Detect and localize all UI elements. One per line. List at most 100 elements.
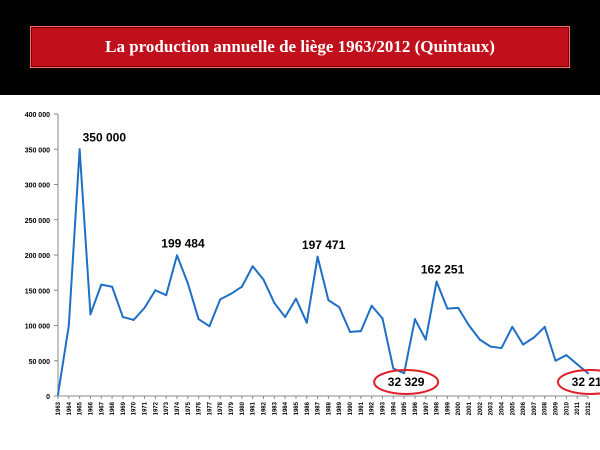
data-point: [165, 294, 168, 297]
chart-area: 0 50 000 100 000 150 000 200 000 250 000 300 0…: [0, 100, 600, 450]
data-label: 162 251: [421, 263, 465, 277]
x-tick-label: 1991: [359, 401, 365, 415]
x-tick-label: 1971: [143, 401, 149, 415]
x-tick-label: 1995: [402, 401, 408, 415]
x-tick-label: 1999: [445, 401, 451, 415]
x-tick-label: 1973: [164, 401, 170, 415]
highlight-circle: [373, 369, 440, 395]
data-point: [121, 316, 124, 319]
x-tick-label: 2004: [499, 401, 505, 415]
data-point: [543, 325, 546, 328]
data-point: [587, 372, 589, 375]
data-point: [284, 316, 287, 319]
x-tick-label: 2001: [467, 401, 473, 415]
data-point: [565, 354, 568, 357]
x-tick-label: 1967: [99, 401, 105, 415]
x-tick-label: 1985: [294, 401, 300, 415]
y-tick-label: 50 000: [29, 359, 51, 366]
data-point: [511, 325, 514, 328]
data-point: [468, 324, 471, 327]
slide-title: La production annuelle de liège 1963/201…: [105, 37, 495, 56]
data-point: [446, 307, 449, 310]
data-label: 197 471: [302, 238, 346, 252]
data-point: [143, 306, 146, 309]
x-tick-label: 2002: [478, 401, 484, 415]
header-band: La production annuelle de liège 1963/201…: [0, 0, 600, 95]
axes: [57, 114, 588, 397]
x-tick-label: 1976: [197, 401, 203, 415]
data-point: [57, 393, 59, 396]
y-axis-ticks: 0 50 000 100 000 150 000 200 000 250 000 300 0…: [25, 112, 58, 401]
data-point: [154, 289, 157, 292]
x-tick-label: 1998: [435, 401, 441, 415]
y-tick-label: 350 000: [25, 147, 50, 154]
annotations: 350 000 199 484 197 471 162 251 32 329 32 213: [83, 130, 600, 395]
data-point: [240, 285, 243, 288]
data-point: [89, 313, 92, 316]
data-point: [230, 292, 233, 295]
data-point: [132, 318, 135, 321]
data-point: [338, 306, 341, 309]
data-point: [327, 299, 330, 302]
x-tick-label: 2000: [456, 401, 462, 415]
data-point: [392, 367, 395, 370]
data-point: [78, 148, 81, 151]
x-tick-label: 1990: [348, 401, 354, 415]
data-point: [554, 359, 557, 362]
x-tick-label: 1975: [186, 401, 192, 415]
data-point: [576, 363, 579, 366]
x-tick-label: 2006: [521, 401, 527, 415]
x-tick-label: 1981: [251, 401, 257, 415]
x-axis-ticks: 1963 1964 1965 1966 1967 1968 1969 1970 1971 1972…: [56, 396, 592, 415]
data-point: [67, 324, 70, 327]
x-tick-label: 1988: [326, 401, 332, 415]
x-tick-label: 1982: [262, 401, 268, 415]
data-point: [111, 285, 114, 288]
data-point: [413, 318, 416, 321]
x-tick-label: 1992: [370, 401, 376, 415]
data-label: 199 484: [161, 236, 205, 250]
data-point: [305, 321, 308, 324]
x-tick-label: 1965: [78, 401, 84, 415]
x-tick-label: 1974: [175, 401, 181, 415]
data-point: [186, 282, 189, 285]
x-tick-label: 1997: [424, 401, 430, 415]
data-point: [478, 338, 481, 341]
data-point: [435, 280, 438, 283]
data-point: [381, 317, 384, 320]
data-point: [208, 325, 211, 328]
data-point: [100, 283, 103, 286]
data-point: [262, 278, 265, 281]
y-tick-label: 100 000: [25, 324, 50, 331]
y-tick-label: 300 000: [25, 183, 50, 190]
x-tick-label: 2005: [510, 401, 516, 415]
x-tick-label: 1972: [153, 401, 159, 415]
series-line: [57, 148, 589, 395]
x-tick-label: 1966: [88, 401, 94, 415]
x-tick-label: 2003: [489, 401, 495, 415]
data-point: [532, 336, 535, 339]
x-tick-label: 1987: [316, 401, 322, 415]
y-tick-label: 400 000: [25, 112, 50, 119]
x-tick-label: 1980: [240, 401, 246, 415]
data-point: [251, 265, 254, 268]
x-tick-label: 1989: [337, 401, 343, 415]
data-point: [522, 343, 525, 346]
data-point: [457, 306, 460, 309]
x-tick-label: 1979: [229, 401, 235, 415]
data-point: [175, 254, 178, 257]
x-tick-label: 1993: [380, 401, 386, 415]
highlight-circle: [557, 369, 600, 395]
y-tick-label: 0: [46, 394, 50, 401]
x-tick-label: 2009: [554, 401, 560, 415]
data-label: 32 329: [388, 375, 425, 389]
x-tick-label: 1984: [283, 401, 289, 415]
x-tick-label: 1969: [121, 401, 127, 415]
data-point: [273, 301, 276, 304]
data-point: [424, 338, 427, 341]
y-tick-label: 150 000: [25, 288, 50, 295]
y-tick-label: 200 000: [25, 253, 50, 260]
x-tick-label: 2010: [564, 401, 570, 415]
y-tick-label: 250 000: [25, 218, 50, 225]
